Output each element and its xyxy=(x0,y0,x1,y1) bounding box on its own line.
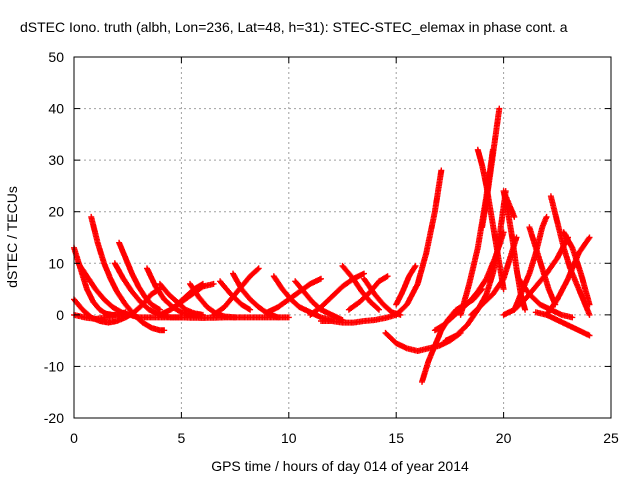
y-tick-label: 20 xyxy=(48,204,64,220)
series-marker xyxy=(210,265,262,318)
series-marker xyxy=(500,188,529,313)
x-tick-label: 20 xyxy=(496,430,512,446)
series-marker xyxy=(526,224,559,308)
series-5 xyxy=(116,239,163,313)
y-tick-label: 40 xyxy=(48,101,64,117)
x-tick-label: 15 xyxy=(388,430,404,446)
series-marker xyxy=(382,329,464,354)
series-marker xyxy=(393,167,445,318)
series-marker xyxy=(502,193,518,220)
series-marker xyxy=(547,193,593,318)
series-34 xyxy=(500,188,529,313)
series-marker xyxy=(500,234,571,318)
y-tick-label: -20 xyxy=(44,410,64,426)
series-38 xyxy=(526,224,559,308)
y-tick-label: 30 xyxy=(48,152,64,168)
series-35 xyxy=(502,193,518,220)
series-15 xyxy=(217,278,254,313)
series-marker xyxy=(116,239,163,313)
series-26 xyxy=(393,167,445,318)
x-tick-label: 10 xyxy=(281,430,297,446)
series-marker xyxy=(479,105,503,231)
series-32 xyxy=(479,105,503,231)
x-tick-label: 0 xyxy=(70,430,78,446)
series-21 xyxy=(318,311,400,326)
series-marker xyxy=(318,311,400,326)
y-axis-label: dSTEC / TECUs xyxy=(4,186,20,288)
series-39 xyxy=(547,193,593,318)
series-8 xyxy=(156,280,206,318)
x-tick-label: 5 xyxy=(178,430,186,446)
series-marker xyxy=(156,280,206,318)
series-42 xyxy=(532,309,593,339)
x-tick-label: 25 xyxy=(603,430,619,446)
series-marker xyxy=(532,309,593,339)
series-13 xyxy=(210,265,262,318)
series-19 xyxy=(307,270,367,318)
axis-ticks: 0 5 10 15 20 25 -20 -10 0 10 20 30 40 50 xyxy=(44,49,619,446)
series-marker xyxy=(307,270,367,318)
series-marker xyxy=(217,278,254,313)
series-marker xyxy=(393,262,419,308)
y-tick-label: 0 xyxy=(56,307,64,323)
series-43 xyxy=(500,234,571,318)
y-tick-label: 50 xyxy=(48,49,64,65)
x-axis-label: GPS time / hours of day 014 of year 2014 xyxy=(211,458,469,474)
plot-frame xyxy=(73,56,612,419)
y-tick-label: 10 xyxy=(48,255,64,271)
data-series xyxy=(71,105,593,385)
series-25 xyxy=(382,329,464,354)
y-tick-label: -10 xyxy=(44,358,64,374)
series-24 xyxy=(393,262,419,308)
chart-title: dSTEC Iono. truth (albh, Lon=236, Lat=48… xyxy=(20,19,568,35)
